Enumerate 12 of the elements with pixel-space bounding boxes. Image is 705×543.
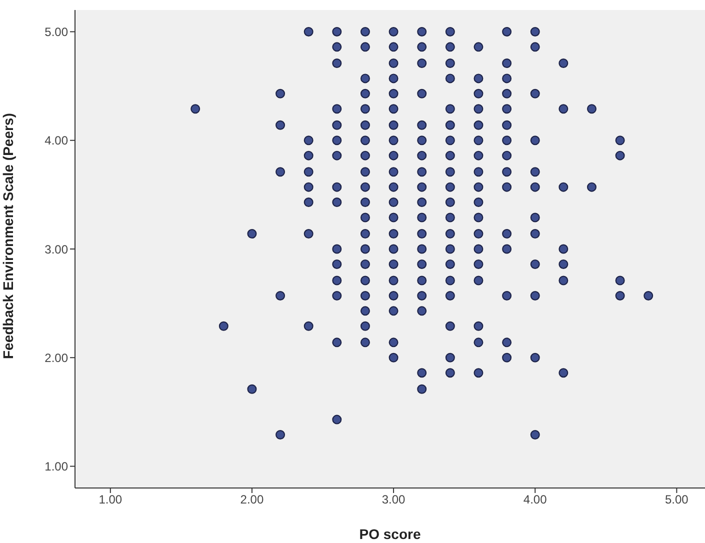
x-tick-label: 4.00	[523, 492, 548, 507]
x-tick-label: 3.00	[382, 492, 406, 507]
x-tick-label: 5.00	[665, 492, 689, 507]
y-axis-title: Feedback Environment Scale (Peers)	[0, 113, 16, 359]
x-tick-label: 2.00	[240, 492, 264, 507]
y-tick-label: 1.00	[44, 460, 68, 474]
y-tick-label: 5.00	[44, 24, 68, 39]
y-tick-label: 4.00	[44, 134, 68, 148]
y-tick-label: 3.00	[44, 242, 68, 256]
x-axis-title: PO score	[359, 526, 421, 542]
x-tick-label: 1.00	[98, 492, 122, 507]
y-tick-label: 2.00	[44, 350, 68, 365]
